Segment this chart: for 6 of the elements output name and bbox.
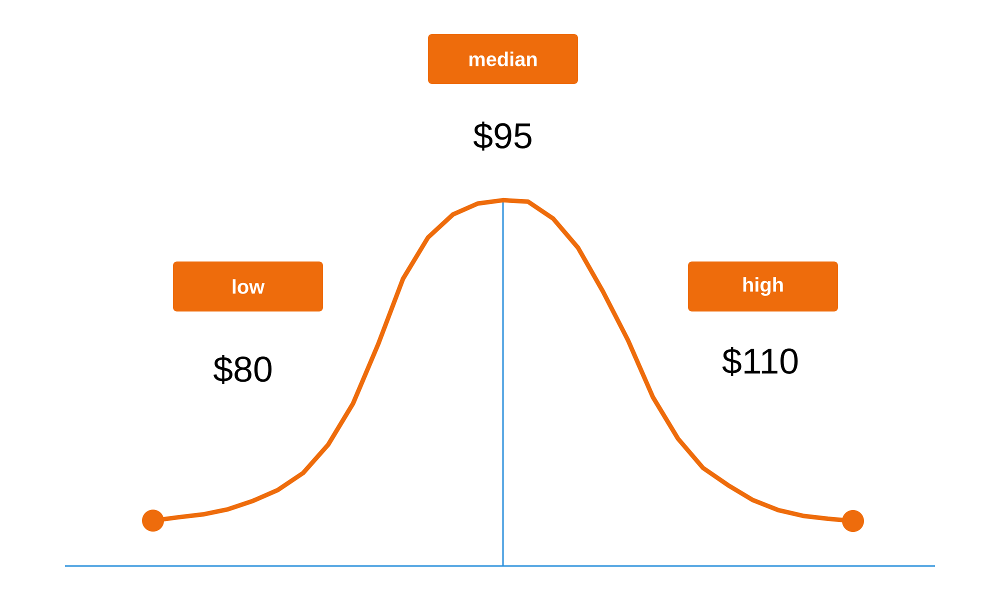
annotation: high: [743, 277, 783, 296]
annotation: low: [232, 279, 265, 294]
text: median: [469, 52, 537, 66]
annotation: $110: [722, 346, 798, 376]
annotation: $80: [213, 355, 272, 384]
text: $95: [473, 122, 532, 151]
